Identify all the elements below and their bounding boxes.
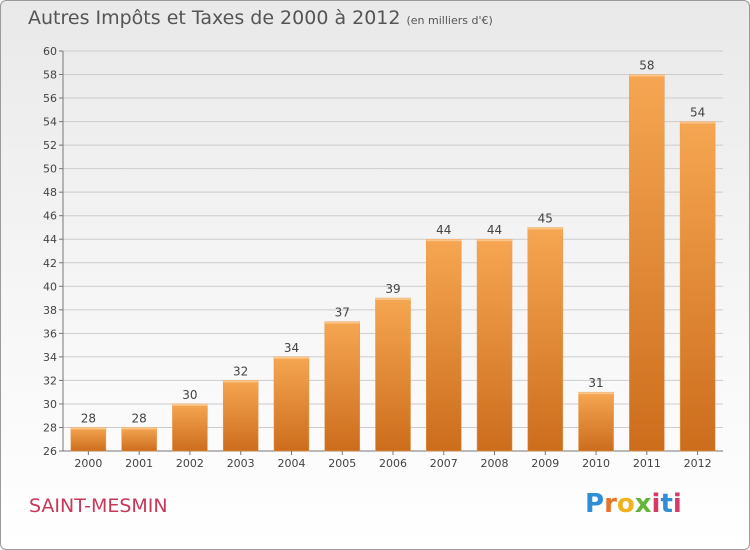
y-tick-label: 48 xyxy=(43,186,57,199)
y-tick-label: 56 xyxy=(43,92,57,105)
y-tick-label: 38 xyxy=(43,304,57,317)
bar xyxy=(70,427,107,452)
y-tick-label: 32 xyxy=(43,374,57,387)
data-label: 54 xyxy=(690,106,705,120)
data-label: 31 xyxy=(588,376,603,390)
bar-highlight xyxy=(223,380,259,383)
chart-title-text: Autres Impôts et Taxes de 2000 à 2012 xyxy=(28,7,401,29)
bar xyxy=(476,238,513,452)
bar-highlight xyxy=(477,239,513,242)
data-label: 28 xyxy=(132,411,147,425)
y-tick-label: 50 xyxy=(43,163,57,176)
bar-highlight xyxy=(121,427,157,430)
bar-highlight xyxy=(629,74,665,77)
bar xyxy=(375,297,411,452)
commune-name: SAINT-MESMIN xyxy=(29,495,168,517)
data-label: 44 xyxy=(487,223,502,237)
data-label: 39 xyxy=(385,282,400,296)
data-label: 58 xyxy=(639,59,654,73)
bar xyxy=(324,321,360,452)
y-tick-label: 28 xyxy=(43,421,57,434)
bar-highlight xyxy=(375,298,411,301)
x-tick-label: 2003 xyxy=(227,457,255,470)
bar-highlight xyxy=(324,321,360,324)
data-label: 37 xyxy=(335,306,350,320)
x-tick-label: 2009 xyxy=(531,457,559,470)
y-tick-label: 44 xyxy=(43,233,57,246)
data-label: 32 xyxy=(233,364,248,378)
y-tick-label: 58 xyxy=(43,69,57,82)
data-label: 30 xyxy=(182,388,197,402)
x-tick-label: 2000 xyxy=(74,457,102,470)
x-tick-label: 2005 xyxy=(328,457,356,470)
x-tick-label: 2001 xyxy=(125,457,153,470)
x-tick-label: 2004 xyxy=(277,457,305,470)
chart-title: Autres Impôts et Taxes de 2000 à 2012 (en… xyxy=(28,7,493,29)
data-label: 34 xyxy=(284,341,299,355)
x-tick-label: 2006 xyxy=(379,457,407,470)
bar xyxy=(426,238,462,452)
bar-highlight xyxy=(578,392,614,395)
bar xyxy=(527,227,564,452)
y-tick-label: 40 xyxy=(43,280,57,293)
data-label: 45 xyxy=(538,211,553,225)
x-tick-label: 2010 xyxy=(582,457,610,470)
bar-highlight xyxy=(273,356,309,359)
y-tick-label: 26 xyxy=(43,445,57,458)
bar xyxy=(273,356,310,452)
bar-highlight xyxy=(70,427,106,430)
x-tick-label: 2007 xyxy=(430,457,458,470)
bar-highlight xyxy=(426,239,462,242)
chart-subtitle: (en milliers d'€) xyxy=(406,14,493,27)
x-tick-label: 2011 xyxy=(633,457,661,470)
bar-highlight xyxy=(680,121,716,124)
y-tick-label: 30 xyxy=(43,398,57,411)
y-tick-label: 46 xyxy=(43,210,57,223)
x-tick-label: 2008 xyxy=(481,457,509,470)
bar xyxy=(222,380,259,452)
bar xyxy=(121,427,157,452)
y-tick-label: 36 xyxy=(43,327,57,340)
data-label: 44 xyxy=(436,223,451,237)
bar xyxy=(172,403,208,452)
bar-highlight xyxy=(527,227,563,230)
x-tick-label: 2002 xyxy=(176,457,204,470)
proxiti-logo: Proxiti xyxy=(585,489,682,519)
x-tick-label: 2012 xyxy=(684,457,712,470)
y-tick-label: 54 xyxy=(43,116,57,129)
y-tick-label: 42 xyxy=(43,257,57,270)
bar xyxy=(629,74,665,452)
bar xyxy=(578,391,614,452)
y-tick-label: 34 xyxy=(43,351,57,364)
y-tick-label: 60 xyxy=(43,45,57,58)
bar xyxy=(679,121,716,452)
data-label: 28 xyxy=(81,411,96,425)
y-tick-label: 52 xyxy=(43,139,57,152)
bar-highlight xyxy=(172,403,208,406)
